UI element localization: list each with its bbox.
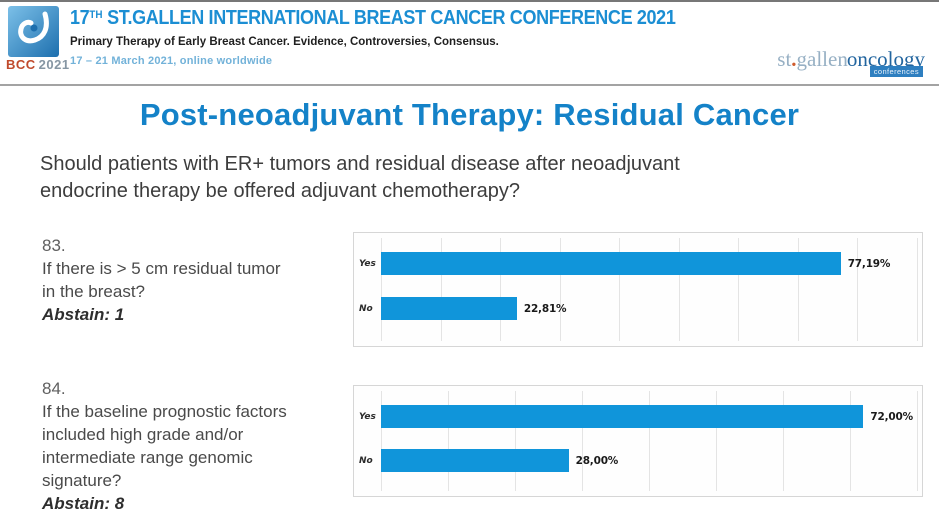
main-question: Should patients with ER+ tumors and resi…: [40, 151, 680, 205]
poll-chart-q83: Yes 77,19% No 22,81%: [353, 232, 923, 347]
bcc-logo-caption: BCC 2021: [6, 57, 70, 72]
question-83-block: 83. If there is > 5 cm residual tumor in…: [42, 234, 352, 326]
no-bar: [381, 297, 517, 320]
conference-title-text: ST.GALLEN INTERNATIONAL BREAST CANCER CO…: [102, 7, 676, 29]
chart-gridlines: [381, 238, 918, 341]
chart-gridlines: [381, 391, 918, 491]
bar-track: 77,19%: [381, 252, 917, 275]
yes-value-label: 77,19%: [847, 257, 891, 270]
gridline: [381, 238, 382, 341]
conference-title: 17TH ST.GALLEN INTERNATIONAL BREAST CANC…: [70, 7, 676, 30]
no-value-label: 22,81%: [523, 302, 567, 315]
gridline: [619, 238, 621, 341]
question-83-line: in the breast?: [42, 282, 146, 301]
category-label-yes: Yes: [359, 411, 376, 422]
chart-row-yes: Yes 72,00%: [354, 405, 917, 428]
slide-title: Post-neoadjuvant Therapy: Residual Cance…: [139, 97, 800, 132]
gridline: [783, 391, 784, 491]
question-84-abstain: Abstain: 8: [42, 494, 125, 513]
brand-gallen: gallen: [796, 47, 848, 71]
category-label-no: No: [359, 303, 373, 314]
bar-track: 28,00%: [381, 449, 917, 472]
conference-title-ordinal: TH: [89, 9, 103, 21]
gridline: [440, 238, 442, 341]
question-84-number: 84.: [42, 379, 66, 398]
yes-bar: [381, 252, 841, 275]
gridline: [678, 238, 680, 341]
conference-dates: 17 – 21 March 2021, online worldwide: [70, 55, 273, 67]
category-label-no: No: [359, 455, 373, 466]
gridline: [559, 238, 561, 341]
gridline: [582, 391, 583, 491]
no-value-label: 28,00%: [575, 454, 619, 467]
main-question-line1: Should patients with ER+ tumors and resi…: [40, 153, 680, 175]
gridline: [500, 238, 502, 341]
gridline: [850, 391, 851, 491]
yes-value-label: 72,00%: [870, 410, 913, 423]
chart-row-no: No 22,81%: [354, 297, 917, 320]
yes-bar: [381, 405, 864, 428]
top-border-strip: [0, 0, 939, 2]
header-divider: [0, 84, 939, 86]
gridline: [716, 391, 717, 491]
category-label-yes: Yes: [359, 258, 376, 269]
conference-title-number: 17: [70, 7, 90, 29]
chart-row-yes: Yes 77,19%: [354, 252, 917, 275]
bcc-label: BCC: [6, 57, 36, 72]
no-bar: [381, 449, 569, 472]
bcc-year: 2021: [38, 57, 70, 72]
main-question-line2: endocrine therapy be offered adjuvant ch…: [40, 180, 520, 202]
poll-chart-q84: Yes 72,00% No 28,00%: [353, 385, 923, 497]
question-83-abstain: Abstain: 1: [42, 305, 125, 324]
stgallen-oncology-logo: st.gallenoncology: [777, 47, 925, 72]
conferences-badge: conferences: [869, 66, 923, 77]
gridline: [649, 391, 650, 491]
question-84-line: If the baseline prognostic factors: [42, 402, 287, 421]
question-84-line: included high grade and/or: [42, 425, 244, 444]
brand-st: st: [777, 47, 792, 71]
bar-track: 22,81%: [381, 297, 917, 320]
gridline: [797, 238, 799, 341]
question-83-number: 83.: [42, 236, 66, 255]
gridline: [917, 238, 918, 341]
question-83-line: If there is > 5 cm residual tumor: [42, 259, 281, 278]
gridline: [515, 391, 516, 491]
question-84-line: signature?: [42, 471, 122, 490]
bar-track: 72,00%: [381, 405, 917, 428]
gridline: [917, 391, 918, 491]
gridline: [381, 391, 382, 491]
question-84-block: 84. If the baseline prognostic factors i…: [42, 377, 352, 515]
question-84-line: intermediate range genomic: [42, 448, 253, 467]
gridline: [448, 391, 449, 491]
bcc-conference-logo-icon: [8, 6, 59, 57]
brand-dot: .: [791, 47, 797, 71]
gridline: [857, 238, 859, 341]
conference-subtitle: Primary Therapy of Early Breast Cancer. …: [70, 36, 499, 48]
chart-row-no: No 28,00%: [354, 449, 917, 472]
gridline: [738, 238, 740, 341]
